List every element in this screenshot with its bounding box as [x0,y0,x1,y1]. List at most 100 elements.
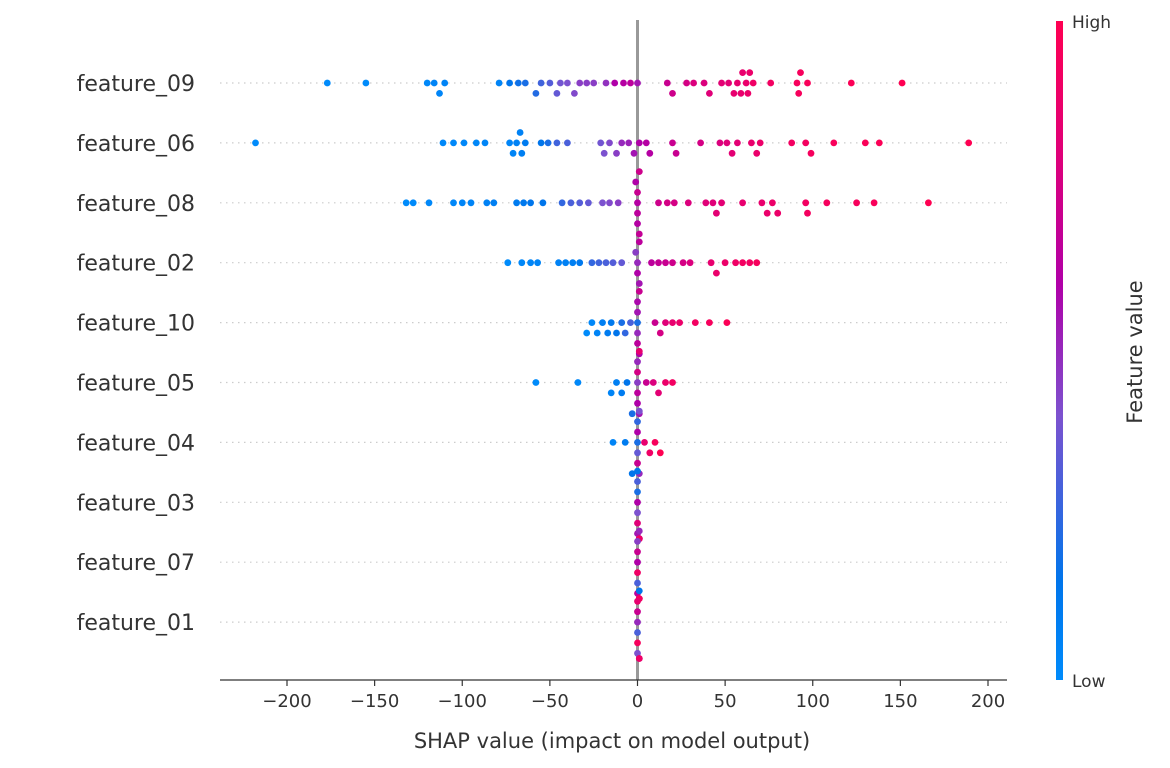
shap-point [641,439,648,446]
shap-point [576,79,584,87]
shap-point [607,319,615,326]
shap-point [441,79,449,87]
shap-point [634,428,641,436]
shap-point [718,79,725,87]
shap-point [590,79,598,87]
shap-point [737,90,745,97]
shap-point [634,220,641,228]
shap-point [774,209,782,217]
shap-point [553,90,561,97]
shap-point [634,389,641,397]
x-tick-label: −50 [531,691,569,712]
shap-point [662,259,669,267]
shap-point [439,139,447,147]
shap-point [436,90,443,97]
shap-point [634,629,641,636]
shap-point [534,259,541,267]
shap-point [646,449,654,457]
shap-point [713,209,720,217]
feature-label: feature_01 [77,611,195,636]
shap-point [634,269,641,277]
shap-point [634,459,641,467]
shap-point [676,319,683,326]
shap-point [756,139,764,147]
shap-point [609,259,617,267]
shap-point [716,139,724,147]
shap-point [555,259,562,267]
shap-point [651,439,659,446]
shap-point [635,288,643,295]
shap-point [965,139,973,147]
shap-point [569,259,577,267]
shap-point [749,79,757,87]
shap-point [537,139,545,147]
x-axis-label: SHAP value (impact on model output) [414,729,810,753]
shap-point [655,259,662,267]
shap-point [758,199,766,207]
shap-point [713,269,720,277]
shap-point [847,79,855,87]
shap-point [656,329,664,337]
shap-point [628,410,636,418]
shap-point [634,618,641,626]
shap-point [655,199,662,207]
shap-point [574,379,582,386]
shap-point [669,139,676,147]
shap-point [706,319,713,326]
shap-point [723,139,731,147]
shap-point [669,379,676,386]
shap-point [621,439,629,446]
shap-point [576,259,584,267]
shap-point [597,139,605,147]
shap-point [558,199,566,207]
shap-point [686,259,694,267]
shap-point [627,319,634,326]
shap-point [613,329,620,337]
shap-point [669,319,676,326]
shap-point [509,149,517,157]
shap-point [634,498,641,506]
shap-point [635,168,643,176]
shap-point [721,259,729,267]
shap-point [481,139,489,147]
shap-point [635,407,643,415]
shap-point [797,69,804,76]
shap-point [734,139,741,147]
feature-label: feature_08 [77,192,195,217]
shap-point [490,199,498,207]
shap-point [788,139,796,147]
shap-point [600,149,608,157]
shap-point [634,519,641,527]
shap-point [450,199,457,207]
shap-point [621,329,629,337]
shap-point [646,149,654,157]
shap-point [870,199,878,207]
shap-point [651,319,659,326]
x-ticks: −200 −150 −100 −50 0 50 100 150 200 [262,680,1005,712]
shap-point [635,347,643,355]
colorbar-low-label: Low [1072,672,1106,692]
colorbar-high-label: High [1072,13,1111,33]
shap-point [423,79,431,87]
shap-point [628,470,636,477]
shap-point [620,79,627,87]
shap-point [853,199,860,207]
shap-point [662,379,669,386]
shap-point [748,139,755,147]
shap-point [634,558,641,566]
shap-point [537,79,545,87]
shap-point [576,199,584,207]
shap-point [514,79,522,87]
shap-point [730,90,738,97]
shap-point [634,488,641,496]
shap-point [634,608,641,616]
shap-point [802,199,810,207]
shap-point [725,79,732,87]
shap-point [609,439,617,446]
shap-point [635,655,643,662]
shap-point [544,139,552,147]
shap-point [618,139,626,147]
shap-point [472,139,480,147]
shap-point [450,139,457,147]
shap-point [634,189,641,196]
